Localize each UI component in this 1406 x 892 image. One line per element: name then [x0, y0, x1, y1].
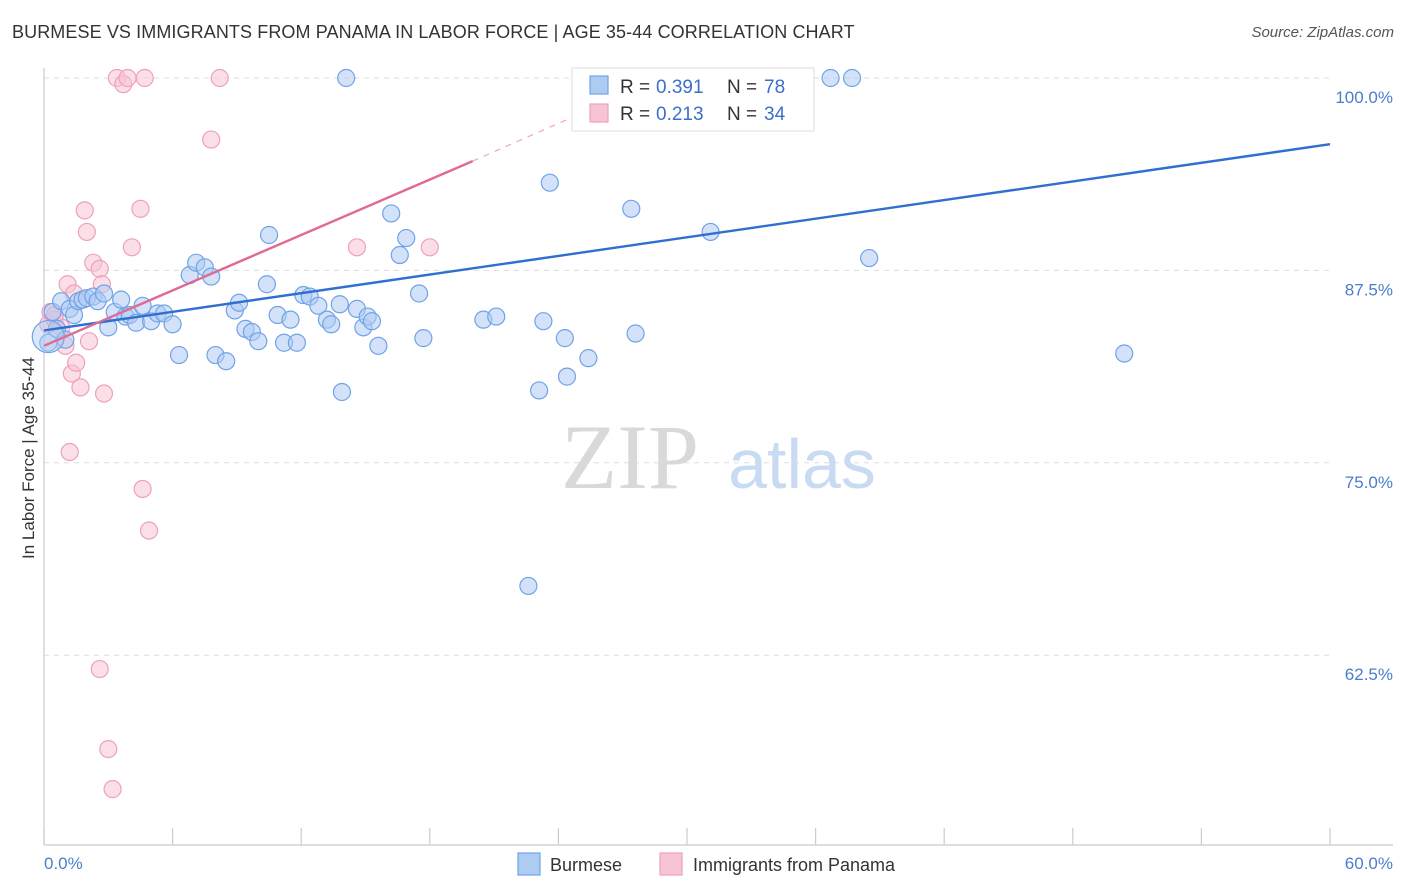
series-burmese	[31, 68, 1134, 596]
burmese-point	[626, 324, 645, 343]
legend-swatch-panama	[589, 103, 609, 123]
burmese-point	[330, 295, 349, 314]
axes	[43, 68, 1393, 846]
burmese-point	[519, 576, 538, 596]
burmese-point	[821, 68, 840, 88]
source-label: Source: ZipAtlas.com	[1251, 24, 1394, 41]
burmese-point	[382, 204, 401, 223]
burmese-point	[540, 173, 559, 192]
bottom-legend-panama: Immigrants from Panama	[693, 855, 896, 875]
burmese-point	[622, 199, 641, 218]
y-tick-label: 62.5%	[1345, 665, 1393, 684]
x-tick-label: 0.0%	[44, 854, 83, 873]
burmese-point	[534, 312, 553, 331]
burmese-point	[860, 248, 879, 268]
burmese-point	[169, 345, 189, 365]
burmese-point	[397, 228, 416, 248]
bottom-legend-swatch-burmese	[517, 852, 541, 876]
panama-point	[77, 222, 96, 242]
burmese-point	[322, 315, 341, 334]
legend-n-label-panama: N =	[727, 104, 757, 125]
watermark: ZIP atlas	[561, 406, 876, 508]
burmese-point	[332, 382, 352, 402]
burmese-point	[259, 225, 279, 245]
watermark-zip: ZIP	[561, 406, 699, 508]
panama-point	[210, 68, 229, 88]
panama-point	[90, 659, 109, 679]
legend-box	[571, 67, 815, 132]
chart-title: BURMESE VS IMMIGRANTS FROM PANAMA IN LAB…	[12, 22, 855, 42]
legend-r-label-panama: R =	[620, 104, 650, 125]
burmese-point	[257, 275, 277, 294]
panama-point	[60, 442, 79, 462]
y-axis-label: In Labor Force | Age 35-44	[19, 357, 38, 559]
burmese-point	[112, 290, 131, 309]
legend-n-label-burmese: N =	[727, 77, 757, 98]
burmese-point	[409, 284, 429, 303]
burmese-point	[31, 319, 65, 354]
panama-point	[420, 238, 439, 257]
burmese-point	[530, 381, 549, 400]
panama-point	[122, 238, 141, 257]
burmese-point	[217, 352, 236, 371]
burmese-point	[94, 284, 114, 303]
panama-point	[99, 739, 118, 759]
panama-point	[90, 259, 109, 278]
burmese-point	[362, 312, 382, 331]
panama-point	[135, 68, 154, 88]
panama-point	[67, 353, 86, 372]
legend-n-burmese: 78	[764, 77, 785, 98]
burmese-point	[414, 329, 433, 348]
panama-point	[94, 384, 114, 403]
legend-n-panama: 34	[764, 104, 786, 125]
trend-line-panama	[43, 160, 474, 347]
legend-r-panama: 0.213	[656, 104, 704, 125]
burmese-point	[390, 245, 409, 265]
panama-point	[75, 201, 94, 220]
y-tick-label: 75.0%	[1345, 473, 1393, 492]
panama-point	[71, 378, 90, 397]
burmese-point	[555, 329, 574, 348]
series-immigrants-from-panama	[39, 68, 439, 799]
x-tick-label: 60.0%	[1345, 854, 1393, 873]
panama-point	[103, 780, 122, 799]
burmese-point	[369, 336, 388, 355]
burmese-point	[579, 349, 598, 368]
tick-labels: 62.5% 75.0% 87.5% 100.0% 0.0% 60.0%	[44, 88, 1393, 873]
burmese-point	[557, 367, 577, 386]
burmese-point	[249, 332, 268, 351]
panama-point	[347, 238, 367, 257]
burmese-point	[337, 68, 356, 88]
panama-point	[131, 199, 150, 218]
burmese-point	[309, 296, 328, 315]
panama-point	[139, 521, 159, 540]
y-tick-label: 87.5%	[1345, 280, 1393, 299]
burmese-point	[163, 315, 182, 334]
gridlines	[44, 77, 1330, 656]
burmese-point	[842, 68, 862, 88]
legend-swatch-burmese	[589, 75, 609, 95]
legend-r-burmese: 0.391	[656, 77, 704, 98]
panama-point	[118, 68, 137, 88]
y-tick-label: 100.0%	[1335, 88, 1393, 107]
burmese-point	[287, 333, 307, 352]
burmese-point	[1115, 344, 1134, 363]
panama-point	[79, 332, 99, 351]
burmese-point	[487, 307, 506, 326]
burmese-point	[281, 310, 300, 329]
watermark-atlas: atlas	[728, 425, 876, 503]
panama-point	[133, 479, 152, 499]
series-legend: Burmese Immigrants from Panama	[517, 852, 896, 876]
bottom-legend-burmese: Burmese	[550, 855, 622, 875]
trend-line-burmese	[43, 142, 1331, 332]
stats-legend: R = 0.391 N = 78 R = 0.213 N = 34	[571, 67, 815, 132]
panama-point	[202, 130, 221, 149]
legend-r-label-burmese: R =	[620, 77, 650, 98]
bottom-legend-swatch-panama	[659, 852, 683, 876]
